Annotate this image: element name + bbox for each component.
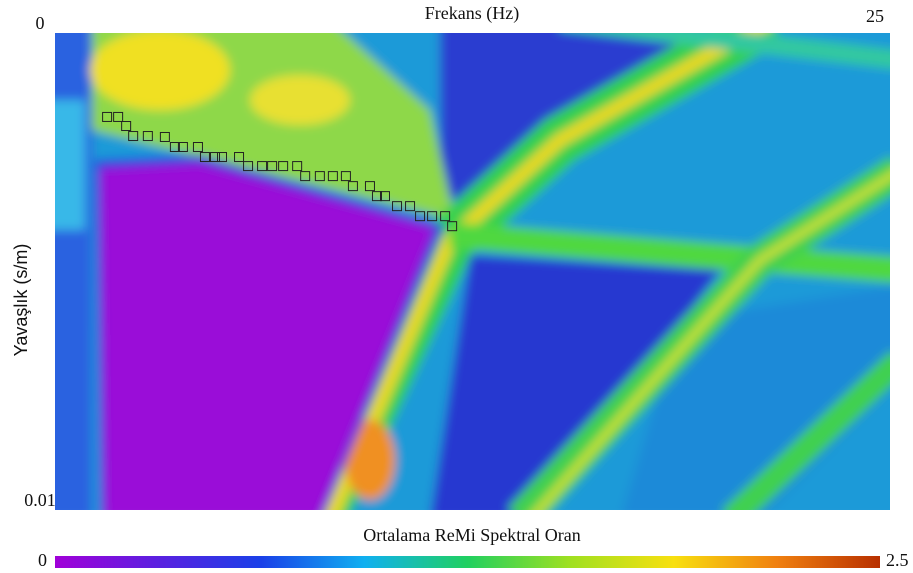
- colorbar-label: Ortalama ReMi Spektral Oran: [363, 525, 580, 545]
- y-tick-label: 0: [36, 13, 45, 33]
- heatmap-blob: [90, 30, 230, 110]
- colorbar-tick-label: 0: [38, 550, 47, 570]
- colorbar: [55, 556, 880, 568]
- x-tick-label: 25: [866, 6, 884, 26]
- chart: Yavaşlık (s/m) Frekans (Hz) Ortalama ReM…: [0, 0, 913, 573]
- heatmap: [40, 20, 910, 520]
- y-tick-label: 0.01: [24, 490, 56, 510]
- heatmap-blob: [40, 100, 85, 230]
- heatmap-blob: [250, 75, 350, 125]
- y-axis-label: Yavaşlık (s/m): [11, 244, 31, 357]
- x-axis-label: Frekans (Hz): [425, 3, 519, 24]
- colorbar-tick-label: 2.5: [886, 550, 909, 570]
- heatmap-blob: [40, 20, 92, 520]
